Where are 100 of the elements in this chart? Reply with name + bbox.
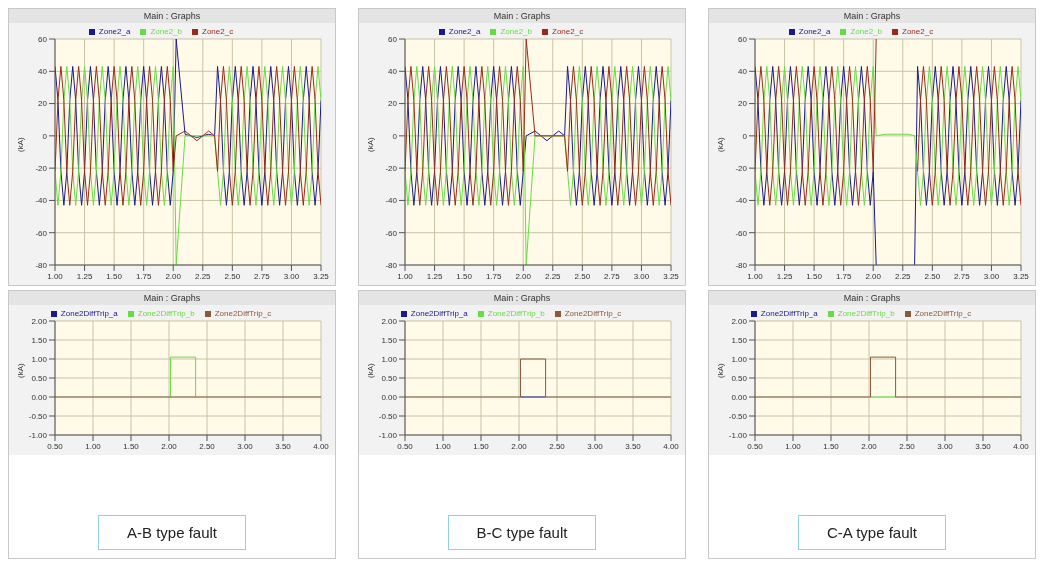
x-tick-label: 2.50 [924, 271, 941, 281]
x-tick-label: 3.25 [663, 271, 680, 281]
x-tick-label: 1.00 [747, 271, 764, 281]
y-tick-label: 20 [738, 99, 748, 109]
legend-label: Zone2_a [798, 27, 831, 36]
y-tick-label: 60 [388, 34, 398, 44]
y-tick-label: -0.50 [378, 411, 398, 421]
x-tick-label: 4.00 [663, 441, 680, 451]
x-tick-label: 1.00 [47, 271, 64, 281]
x-tick-label: 4.00 [313, 441, 330, 451]
x-tick-label: 2.25 [194, 271, 212, 281]
x-tick-label: 4.00 [1013, 441, 1030, 451]
x-tick-label: 1.25 [776, 271, 793, 281]
y-tick-label: -40 [35, 196, 48, 206]
x-tick-label: 2.25 [544, 271, 562, 281]
y-tick-label: 40 [388, 67, 398, 77]
y-tick-label: 0.00 [731, 392, 748, 402]
x-tick-label: 2.00 [515, 271, 532, 281]
x-tick-label: 3.00 [283, 271, 300, 281]
x-tick-label: 1.50 [456, 271, 473, 281]
x-tick-label: 2.00 [865, 271, 882, 281]
x-tick-label: 2.50 [549, 441, 566, 451]
legend-label: Zone2DiffTrip_b [487, 309, 545, 318]
y-tick-label: -0.50 [28, 411, 48, 421]
legend-label: Zone2_a [98, 27, 131, 36]
y-tick-label: 60 [738, 34, 748, 44]
x-tick-label: 1.50 [123, 441, 140, 451]
y-tick-label: -60 [735, 228, 748, 238]
chart-title: Main : Graphs [359, 291, 685, 305]
x-tick-label: 1.50 [473, 441, 490, 451]
x-tick-label: 0.50 [47, 441, 64, 451]
y-tick-label: 40 [738, 67, 748, 77]
x-tick-label: 1.00 [435, 441, 452, 451]
y-tick-label: -20 [385, 163, 398, 173]
x-tick-label: 1.50 [823, 441, 840, 451]
x-tick-label: 1.25 [76, 271, 93, 281]
y-axis-title: (kA) [365, 137, 375, 152]
text: B-C type fault [447, 515, 597, 550]
legend-label: Zone2_c [902, 27, 934, 36]
text: A-B type fault [97, 515, 247, 550]
y-tick-label: 0.00 [31, 392, 48, 402]
y-tick-label: 1.50 [381, 335, 398, 345]
x-tick-label: 3.00 [587, 441, 604, 451]
x-tick-label: 0.50 [397, 441, 414, 451]
y-tick-label: 60 [38, 34, 48, 44]
y-tick-label: -20 [735, 163, 748, 173]
x-tick-label: 2.75 [954, 271, 971, 281]
x-tick-label: 3.00 [237, 441, 254, 451]
x-tick-label: 3.00 [633, 271, 650, 281]
y-tick-label: -1.00 [378, 430, 398, 440]
x-tick-label: 2.50 [899, 441, 916, 451]
legend-label: Zone2_a [448, 27, 481, 36]
legend-label: Zone2DiffTrip_b [137, 309, 195, 318]
y-tick-label: 0.50 [381, 373, 398, 383]
x-tick-label: 2.00 [161, 441, 178, 451]
legend-label: Zone2DiffTrip_c [214, 309, 272, 318]
line-series [755, 65, 1021, 206]
legend-label: Zone2_c [202, 27, 234, 36]
y-tick-label: 0.50 [731, 373, 748, 383]
x-tick-label: 2.50 [224, 271, 241, 281]
y-tick-label: -40 [735, 196, 748, 206]
y-tick-label: -40 [385, 196, 398, 206]
chart-title: Main : Graphs [9, 291, 335, 305]
legend-label: Zone2_c [552, 27, 584, 36]
y-axis-title: (kA) [15, 137, 25, 152]
legend-label: Zone2DiffTrip_a [760, 309, 818, 318]
legend-label: Zone2_b [850, 27, 883, 36]
legend-label: Zone2DiffTrip_c [914, 309, 972, 318]
y-tick-label: -80 [735, 260, 748, 270]
legend-label: Zone2DiffTrip_b [837, 309, 895, 318]
y-tick-label: -60 [385, 228, 398, 238]
x-tick-label: 3.25 [313, 271, 330, 281]
y-tick-label: 2.00 [731, 316, 748, 326]
x-tick-label: 2.50 [199, 441, 216, 451]
chart-title: Main : Graphs [709, 291, 1035, 305]
x-tick-label: 1.75 [135, 271, 152, 281]
text: C-A type fault [797, 515, 947, 550]
legend-label: Zone2DiffTrip_a [60, 309, 118, 318]
x-tick-label: 1.25 [426, 271, 443, 281]
chart-title: Main : Graphs [709, 9, 1035, 23]
x-tick-label: 1.00 [785, 441, 802, 451]
x-tick-label: 2.00 [165, 271, 182, 281]
y-axis-title: (kA) [365, 363, 375, 378]
y-tick-label: 1.00 [381, 354, 398, 364]
chart-title: Main : Graphs [359, 9, 685, 23]
x-tick-label: 1.75 [835, 271, 852, 281]
y-tick-label: 1.00 [31, 354, 48, 364]
y-axis-title: (kA) [715, 137, 725, 152]
x-tick-label: 3.00 [983, 271, 1000, 281]
legend-label: Zone2_b [500, 27, 533, 36]
x-tick-label: 3.00 [937, 441, 954, 451]
y-tick-label: 0.00 [381, 392, 398, 402]
x-tick-label: 1.50 [106, 271, 123, 281]
y-tick-label: 1.50 [731, 335, 748, 345]
x-tick-label: 1.50 [806, 271, 823, 281]
x-tick-label: 1.00 [397, 271, 414, 281]
x-tick-label: 2.00 [511, 441, 528, 451]
chart-title: Main : Graphs [9, 9, 335, 23]
y-tick-label: 1.00 [731, 354, 748, 364]
y-tick-label: -0.50 [728, 411, 748, 421]
